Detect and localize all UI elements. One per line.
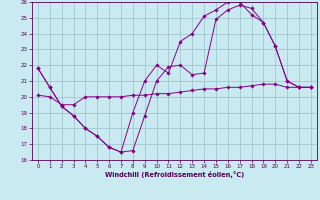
X-axis label: Windchill (Refroidissement éolien,°C): Windchill (Refroidissement éolien,°C): [105, 171, 244, 178]
